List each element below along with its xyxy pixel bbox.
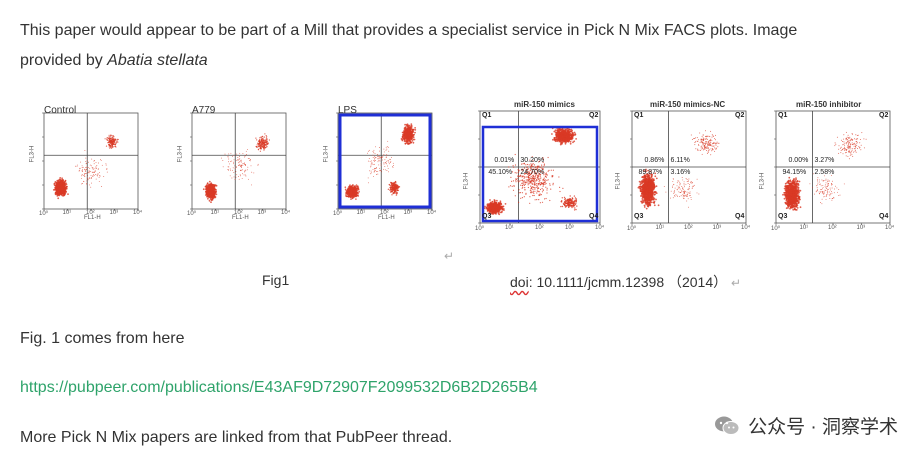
facs-plot-mir150-mimics-canvas bbox=[478, 110, 601, 225]
axis-label: FL1-H bbox=[378, 215, 395, 221]
axis-label: FL3-H bbox=[615, 172, 622, 190]
axis-label: 10² bbox=[828, 225, 837, 231]
plot-title: LPS bbox=[338, 105, 357, 116]
axis-label: 10² bbox=[234, 210, 243, 216]
axis-label: 10⁴ bbox=[281, 210, 291, 216]
watermark-text: 公众号 · 洞察学术 bbox=[748, 417, 898, 438]
quadrant-label: Q4 bbox=[879, 213, 889, 220]
quadrant-label: Q1 bbox=[482, 112, 492, 119]
facs-plot-a779: A779 FL1-H FL3-H 10⁰ 10¹ 10² 10³ 10⁴ bbox=[177, 105, 291, 225]
intro-line-2: provided by Abatia stellata bbox=[20, 52, 208, 69]
axis-label: 10² bbox=[684, 225, 693, 231]
axis-label: 10¹ bbox=[505, 225, 514, 231]
axis-label: 10³ bbox=[257, 210, 267, 216]
axis-label: FL3-H bbox=[463, 172, 470, 190]
facs-plot-control: Control FL1-H FL3-H 10⁰ 10¹ 10² 10³ 10⁴ bbox=[29, 105, 143, 225]
quadrant-label: Q3 bbox=[778, 213, 788, 220]
quadrant-percentage: 89.87% bbox=[638, 169, 663, 176]
quadrant-label: Q2 bbox=[879, 112, 889, 119]
axis-label: 10⁴ bbox=[133, 210, 143, 216]
wechat-icon bbox=[715, 416, 740, 435]
facs-plot-mir150-inhibitor: miR-150 inhibitor Q1 Q2 Q3 Q4 0.00% 3.27% 94.1… bbox=[759, 100, 896, 243]
facs-plot-mir150-inhibitor-canvas bbox=[774, 110, 891, 225]
figure-caption-left: Fig1 bbox=[262, 272, 290, 288]
facs-plot-control-canvas bbox=[42, 112, 139, 211]
quadrant-percentage: 3.16% bbox=[670, 169, 691, 176]
plot-title: Control bbox=[44, 105, 77, 116]
intro-line-1: This paper would appear to be part of a … bbox=[20, 22, 798, 39]
facs-figure-image: Control FL1-H FL3-H 10⁰ 10¹ 10² 10³ 10⁴ A779 F… bbox=[20, 95, 900, 305]
axis-label: FL3-H bbox=[29, 146, 36, 163]
axis-label: 10⁰ bbox=[187, 211, 197, 217]
axis-label: 10² bbox=[535, 225, 544, 231]
axis-label: 10² bbox=[86, 210, 95, 216]
axis-label: FL1-H bbox=[84, 215, 101, 221]
quadrant-percentage: 0.01% bbox=[494, 157, 515, 164]
axis-label: 10⁰ bbox=[771, 226, 781, 232]
axis-label: 10³ bbox=[565, 225, 574, 231]
facs-plot-mir150-mimics-nc-canvas bbox=[630, 110, 747, 225]
axis-label: FL3-H bbox=[177, 146, 184, 163]
axis-label: 10⁰ bbox=[475, 226, 485, 232]
axis-label: 10³ bbox=[109, 210, 119, 216]
quadrant-percentage: 3.27% bbox=[814, 157, 835, 164]
axis-label: 10⁴ bbox=[741, 225, 751, 231]
figure-caption-doi: doi: 10.1111/jcmm.12398 （2014） ↵ bbox=[510, 274, 742, 290]
axis-label: 10¹ bbox=[799, 225, 809, 231]
quadrant-percentage: 0.00% bbox=[788, 157, 809, 164]
doi-word: doi bbox=[510, 274, 529, 290]
facs-plot-lps: LPS FL1-H FL3-H 10⁰ 10¹ 10² 10³ 10⁴ bbox=[323, 105, 437, 225]
fig-source-text: Fig. 1 comes from here bbox=[20, 330, 185, 347]
axis-label: 10² bbox=[380, 210, 389, 216]
intro-paragraph: This paper would appear to be part of a … bbox=[20, 16, 900, 76]
quadrant-percentage: 6.11% bbox=[670, 157, 690, 164]
facs-plot-a779-canvas bbox=[190, 112, 287, 211]
quadrant-label: Q3 bbox=[482, 213, 492, 220]
axis-label: 10⁰ bbox=[627, 226, 637, 232]
axis-label: 10³ bbox=[856, 225, 866, 231]
plot-title: miR-150 mimics bbox=[514, 100, 575, 109]
axis-label: 10⁰ bbox=[333, 211, 343, 217]
facs-plot-lps-canvas bbox=[336, 112, 433, 211]
pubpeer-link[interactable]: https://pubpeer.com/publications/E43AF9D… bbox=[20, 379, 538, 396]
axis-label: 10¹ bbox=[655, 225, 665, 231]
axis-label: 10³ bbox=[712, 225, 722, 231]
axis-label: 10¹ bbox=[62, 210, 72, 216]
axis-label: 10⁰ bbox=[39, 211, 49, 217]
quadrant-label: Q4 bbox=[589, 213, 599, 220]
facs-plot-mir150-mimics-nc: miR-150 mimics-NC Q1 Q2 Q3 Q4 0.86% 6.11% 89.8… bbox=[615, 100, 752, 243]
axis-label: 10⁴ bbox=[885, 225, 895, 231]
quadrant-percentage: 45.10% bbox=[488, 169, 513, 176]
plot-title: A779 bbox=[192, 105, 216, 116]
quadrant-percentage: 24.70% bbox=[520, 169, 545, 176]
return-mark: ↵ bbox=[444, 249, 455, 263]
quadrant-percentage: 0.86% bbox=[644, 157, 665, 164]
quadrant-label: Q1 bbox=[634, 112, 644, 119]
quadrant-label: Q3 bbox=[634, 213, 644, 220]
axis-label: 10¹ bbox=[356, 210, 366, 216]
quadrant-label: Q2 bbox=[589, 112, 599, 119]
quadrant-percentage: 30.20% bbox=[520, 157, 545, 164]
axis-label: 10³ bbox=[403, 210, 413, 216]
axis-label: FL1-H bbox=[232, 215, 249, 221]
quadrant-label: Q2 bbox=[735, 112, 745, 119]
plot-title: miR-150 mimics-NC bbox=[650, 100, 726, 109]
axis-label: 10⁴ bbox=[595, 225, 605, 231]
quadrant-label: Q4 bbox=[735, 213, 745, 220]
quadrant-percentage: 94.15% bbox=[782, 169, 807, 176]
plot-title: miR-150 inhibitor bbox=[796, 100, 862, 109]
axis-label: 10⁴ bbox=[427, 210, 437, 216]
facs-plot-mir150-mimics: miR-150 mimics Q1 Q2 Q3 Q4 0.01% 30.20% 45.10%… bbox=[463, 100, 606, 243]
axis-label: FL3-H bbox=[323, 146, 330, 163]
axis-label: FL3-H bbox=[759, 172, 766, 190]
more-papers-text: More Pick N Mix papers are linked from t… bbox=[20, 429, 453, 446]
quadrant-percentage: 2.58% bbox=[814, 169, 835, 176]
species-name: Abatia stellata bbox=[107, 52, 208, 69]
axis-label: 10¹ bbox=[210, 210, 220, 216]
quadrant-label: Q1 bbox=[778, 112, 788, 119]
watermark: 公众号 · 洞察学术 bbox=[714, 412, 898, 439]
